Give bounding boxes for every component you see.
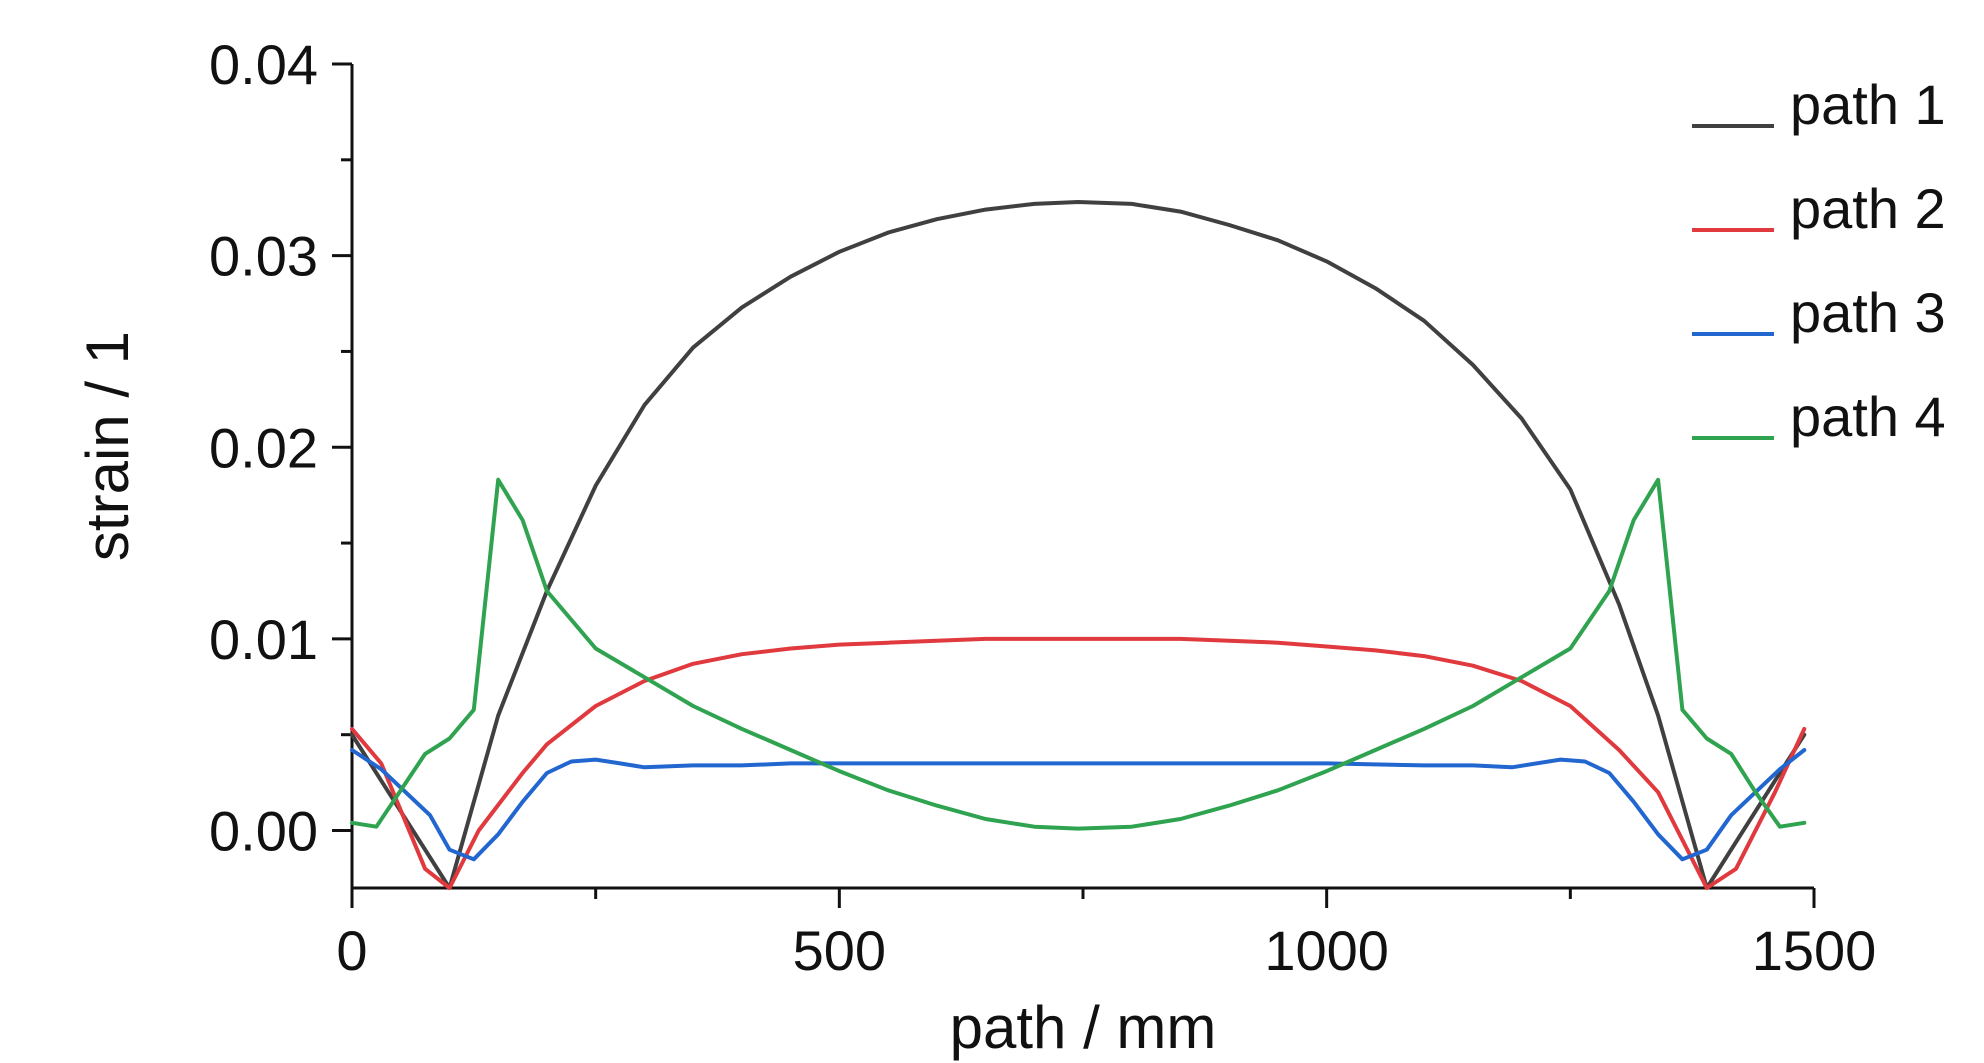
y-tick-label: 0.01	[209, 608, 318, 671]
series-line-4	[350, 477, 1807, 831]
y-tick-label: 0.00	[209, 800, 318, 863]
legend: path 1 path 2 path 3 path 4	[1692, 73, 1946, 448]
legend-label-1: path 1	[1790, 73, 1946, 136]
x-tick-label: 1500	[1752, 919, 1877, 982]
series-line-2	[350, 636, 1807, 890]
y-tick-label: 0.02	[209, 416, 318, 479]
x-tick-label: 0	[336, 919, 367, 982]
x-tick-label: 1000	[1264, 919, 1389, 982]
legend-label-3: path 3	[1790, 281, 1946, 344]
y-tick-label: 0.03	[209, 225, 318, 288]
y-tick-label: 0.04	[209, 33, 318, 96]
series-lines	[350, 200, 1807, 890]
legend-label-2: path 2	[1790, 177, 1946, 240]
x-tick-label: 500	[793, 919, 886, 982]
x-ticks: 0 500 1000 1500	[336, 888, 1876, 982]
x-axis-title: path / mm	[950, 994, 1217, 1061]
series-line-3	[350, 748, 1807, 862]
y-ticks: 0.00 0.01 0.02 0.03 0.04	[209, 33, 352, 863]
y-axis-title: strain / 1	[74, 331, 141, 561]
series-line-1	[350, 200, 1807, 890]
legend-label-4: path 4	[1790, 385, 1946, 448]
